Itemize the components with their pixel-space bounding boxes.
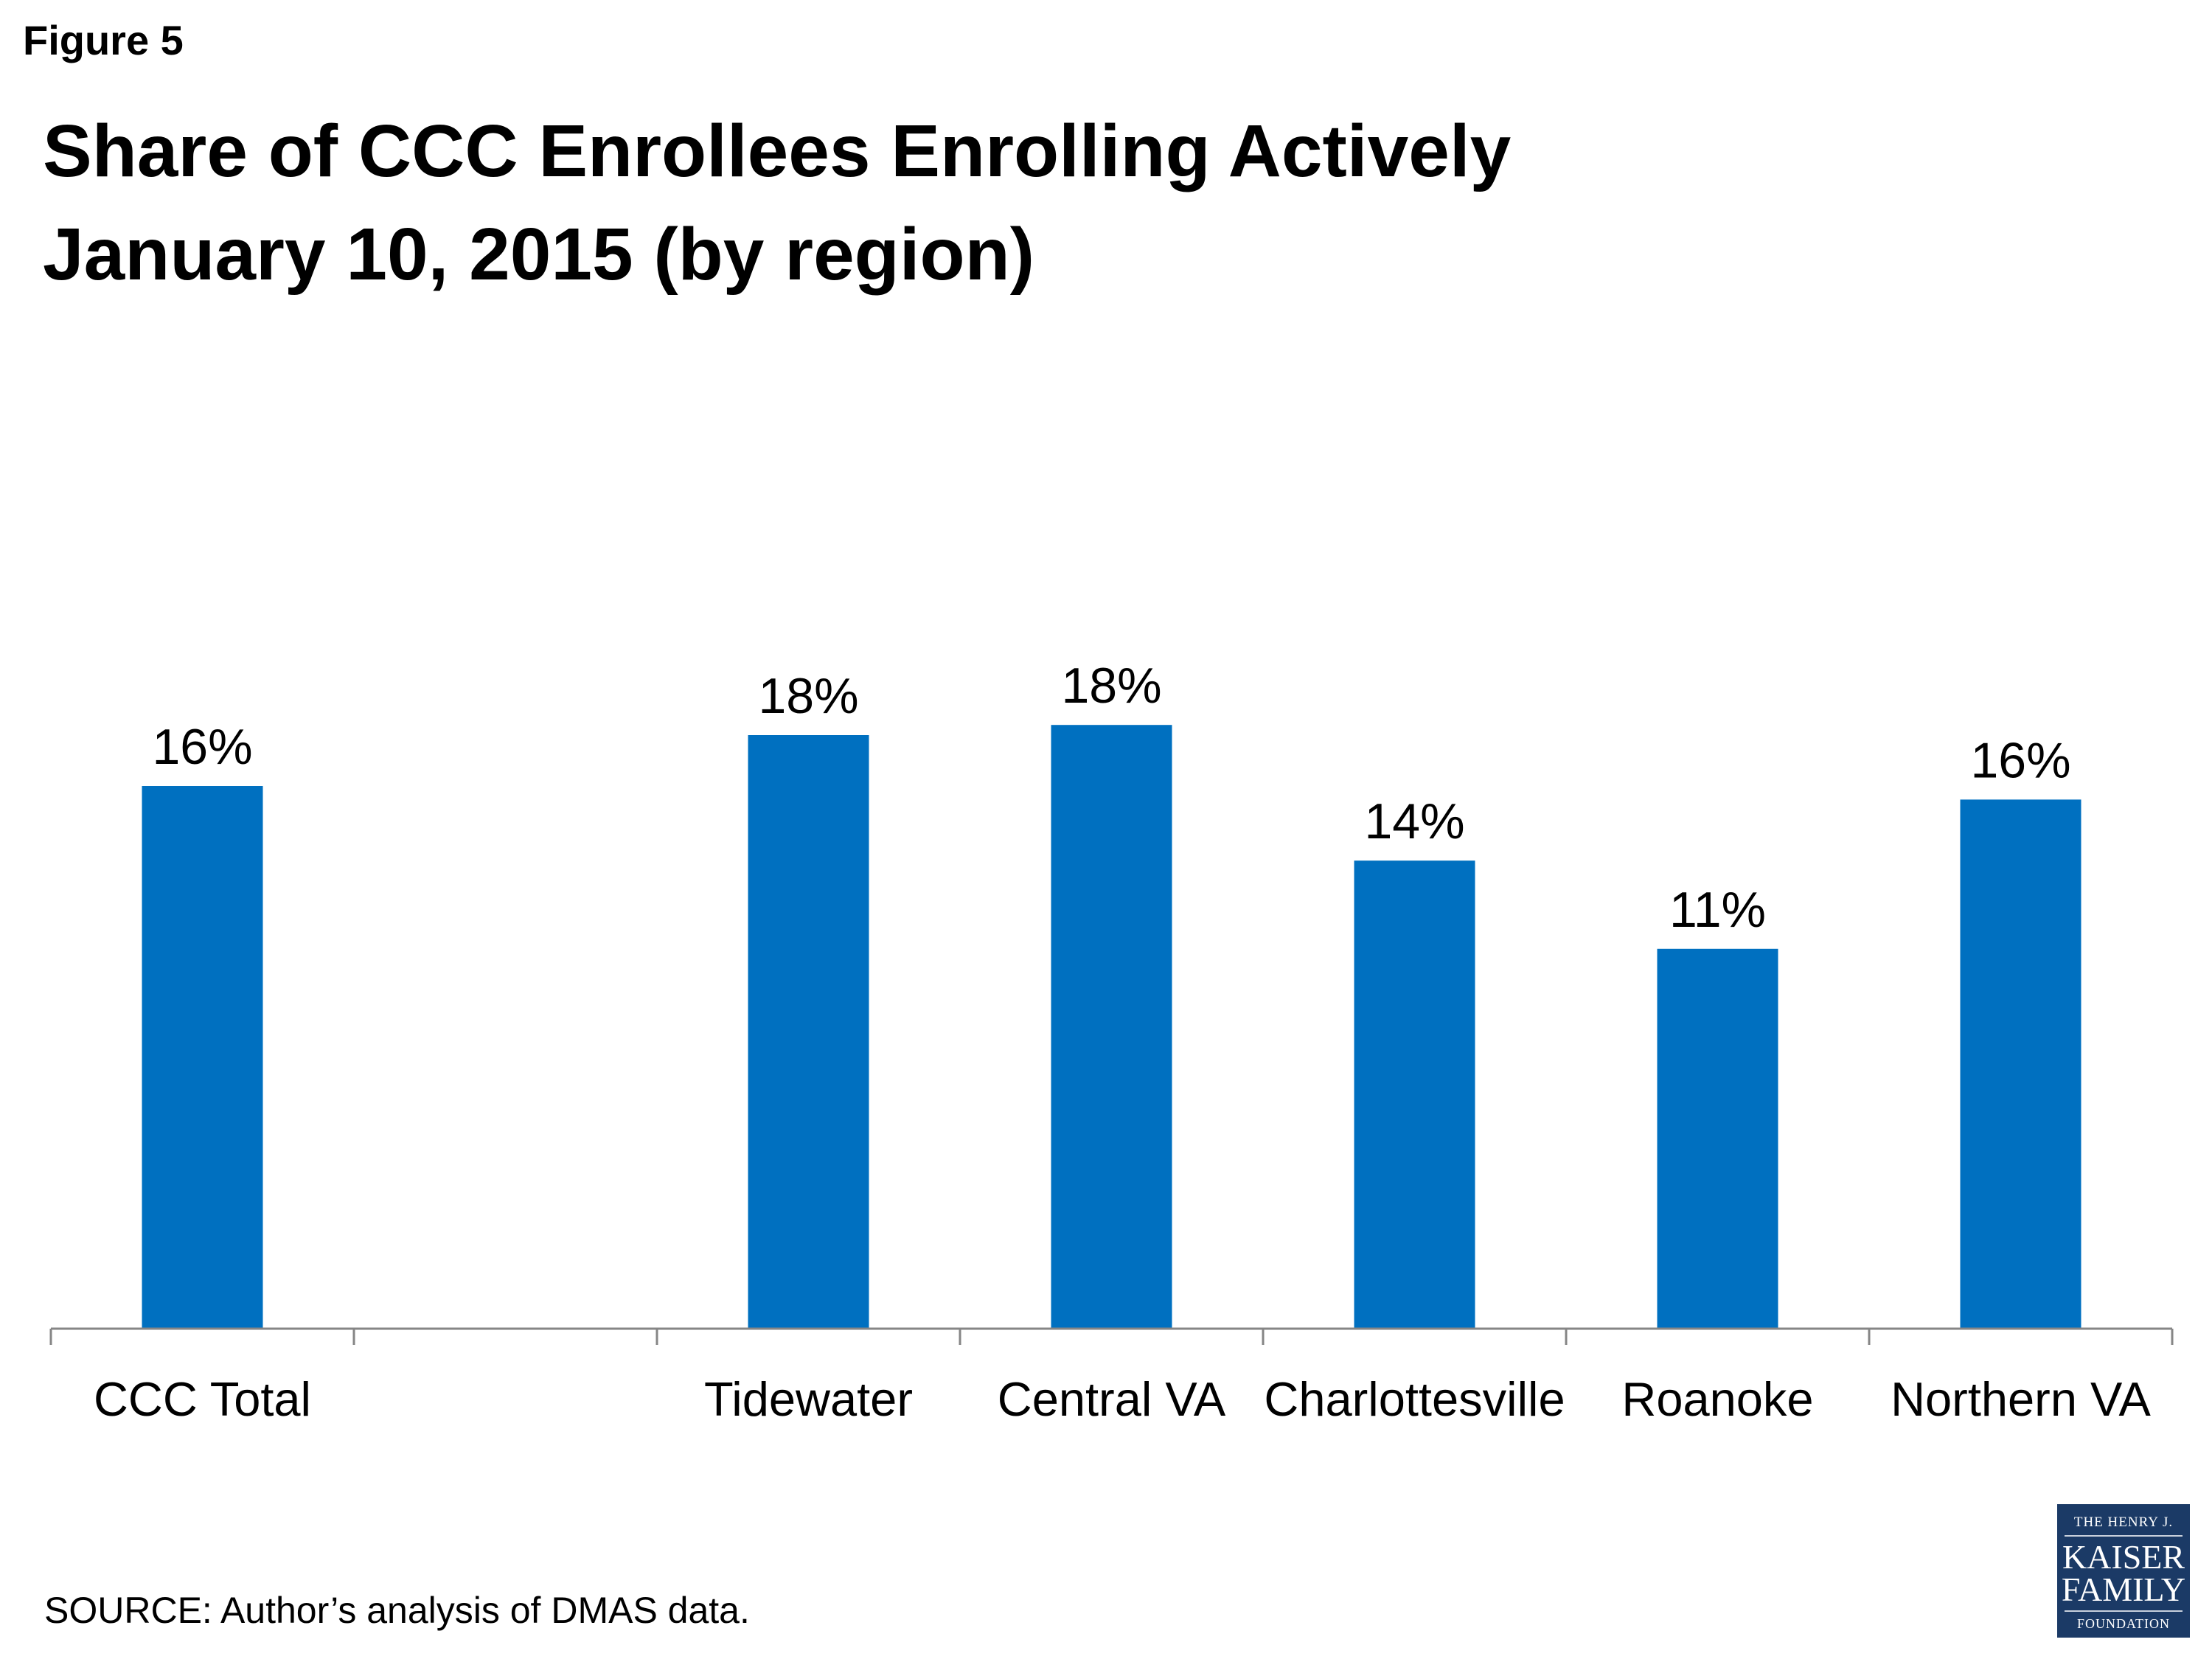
x-tick-label: Central VA <box>998 1372 1226 1426</box>
data-label: 18% <box>1061 658 1161 714</box>
bar <box>142 786 263 1329</box>
data-label: 11% <box>1669 882 1766 938</box>
bar <box>1960 799 2081 1329</box>
bar <box>1051 725 1172 1329</box>
bar <box>1354 860 1475 1329</box>
kff-logo: THE HENRY J. KAISER FAMILY FOUNDATION <box>2057 1504 2190 1638</box>
bar <box>748 735 869 1329</box>
title-line-1: Share of CCC Enrollees Enrolling Activel… <box>43 110 1512 192</box>
data-label: 18% <box>758 668 858 724</box>
logo-line-1: THE HENRY J. <box>2073 1514 2174 1530</box>
chart-title: Share of CCC Enrollees Enrolling Activel… <box>43 100 1511 306</box>
logo-line-3: FAMILY <box>2061 1571 2186 1608</box>
title-line-2: January 10, 2015 (by region) <box>43 213 1035 296</box>
source-note: SOURCE: Author’s analysis of DMAS data. <box>44 1590 750 1631</box>
data-label: 14% <box>1364 793 1464 849</box>
data-label: 16% <box>152 719 252 775</box>
bar <box>1657 948 1778 1329</box>
x-tick-label: CCC Total <box>94 1372 311 1426</box>
x-tick-label: Roanoke <box>1621 1372 1813 1426</box>
figure-label: Figure 5 <box>23 17 184 63</box>
x-tick-label: Northern VA <box>1891 1372 2151 1426</box>
x-tick-label: Charlottesville <box>1264 1372 1565 1426</box>
logo-line-4: FOUNDATION <box>2077 1616 2170 1631</box>
x-tick-label: Tidewater <box>704 1372 913 1426</box>
data-label: 16% <box>1970 732 2070 788</box>
logo-line-2: KAISER <box>2062 1538 2185 1576</box>
